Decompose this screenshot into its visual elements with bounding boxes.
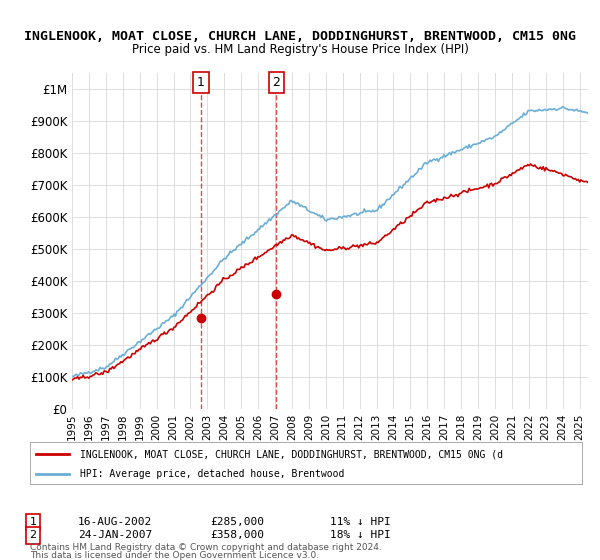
Text: Price paid vs. HM Land Registry's House Price Index (HPI): Price paid vs. HM Land Registry's House … <box>131 43 469 56</box>
Text: 2: 2 <box>272 76 280 89</box>
Text: 1: 1 <box>197 76 205 89</box>
Text: Contains HM Land Registry data © Crown copyright and database right 2024.: Contains HM Land Registry data © Crown c… <box>30 543 382 552</box>
Text: 18% ↓ HPI: 18% ↓ HPI <box>330 530 391 540</box>
Text: 16-AUG-2002: 16-AUG-2002 <box>78 517 152 527</box>
Text: This data is licensed under the Open Government Licence v3.0.: This data is licensed under the Open Gov… <box>30 551 319 560</box>
Text: 11% ↓ HPI: 11% ↓ HPI <box>330 517 391 527</box>
Text: £358,000: £358,000 <box>210 530 264 540</box>
Text: 2: 2 <box>29 530 37 540</box>
Text: 24-JAN-2007: 24-JAN-2007 <box>78 530 152 540</box>
Text: 1: 1 <box>29 517 37 527</box>
Text: £285,000: £285,000 <box>210 517 264 527</box>
Text: INGLENOOK, MOAT CLOSE, CHURCH LANE, DODDINGHURST, BRENTWOOD, CM15 0NG (d: INGLENOOK, MOAT CLOSE, CHURCH LANE, DODD… <box>80 449 503 459</box>
Text: INGLENOOK, MOAT CLOSE, CHURCH LANE, DODDINGHURST, BRENTWOOD, CM15 0NG: INGLENOOK, MOAT CLOSE, CHURCH LANE, DODD… <box>24 30 576 43</box>
Text: HPI: Average price, detached house, Brentwood: HPI: Average price, detached house, Bren… <box>80 469 344 479</box>
